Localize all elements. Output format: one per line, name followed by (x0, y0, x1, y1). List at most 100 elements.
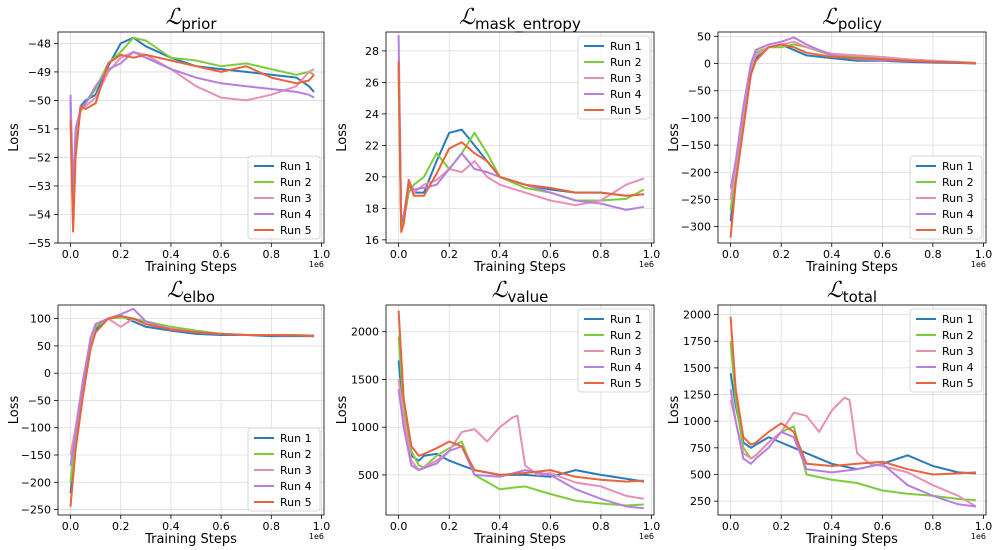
x-axis-label: Training Steps (144, 260, 237, 275)
legend-entry: Run 5 (280, 224, 312, 237)
y-tick-label: −50 (688, 85, 711, 98)
x-tick-label: 0.6 (874, 520, 892, 533)
y-tick-label: 1500 (351, 373, 379, 386)
y-tick-label: 2000 (351, 326, 379, 339)
x-tick-label: 0.4 (491, 248, 509, 261)
series-line-run-4 (397, 388, 645, 510)
axes-frame (57, 304, 325, 516)
y-tick-label: −250 (681, 193, 711, 206)
series-line-run-5 (729, 43, 976, 238)
y-tick-label: 1250 (683, 389, 711, 402)
y-tick-label: 0 (704, 58, 711, 71)
legend-box (909, 308, 983, 393)
legend-entry: Run 4 (280, 480, 312, 493)
legend-box (247, 427, 321, 512)
x-tick-label: 1.0 (643, 520, 661, 533)
x-tick-label: 0.4 (823, 248, 841, 261)
y-tick-label: 22 (365, 139, 379, 152)
chart-panel-5: 0.0 0.2 0.4 0.6 0.8 1.0 500 1000 1500 2000 ℒvalue T… (335, 278, 660, 547)
y-tick-label: −48 (28, 37, 51, 50)
legend: Run 1 Run 2 Run 3 Run 4 Run 5 (577, 308, 651, 393)
legend-entry: Run 4 (610, 88, 642, 101)
legend-entry: Run 5 (942, 377, 974, 390)
chart-title: ℒpolicy (822, 5, 882, 33)
legend-box (577, 35, 651, 120)
y-tick-label: −100 (681, 112, 711, 125)
legend: Run 1 Run 2 Run 3 Run 4 Run 5 (577, 35, 651, 120)
y-tick-label: 2000 (683, 309, 711, 322)
x-axis-label: Training Steps (473, 532, 566, 547)
series-line-run-4 (729, 389, 977, 508)
series-line-run-3 (729, 396, 977, 508)
chart-title: ℒtotal (827, 278, 877, 306)
y-tick-label: −54 (28, 208, 51, 221)
legend-box (909, 155, 983, 240)
title-subscript: policy (838, 15, 882, 33)
title-subscript: elbo (183, 288, 215, 306)
y-tick-label: 250 (690, 495, 711, 508)
legend: Run 1 Run 2 Run 3 Run 4 Run 5 (909, 155, 983, 240)
y-axis-label: Loss (7, 396, 22, 425)
chart-panel-6: 0.0 0.2 0.4 0.6 0.8 1.0 250 500 750 1000 1250 1500 1… (667, 278, 992, 547)
x-tick-label: 0.2 (112, 520, 130, 533)
series-line-run-5 (69, 53, 315, 233)
x-tick-label: 0.8 (592, 248, 610, 261)
y-tick-label: −100 (21, 422, 51, 435)
legend-entry: Run 5 (610, 104, 642, 117)
legend-entry: Run 1 (610, 40, 642, 53)
y-axis-label: Loss (667, 123, 682, 152)
x-offset-text: 1e6 (309, 260, 324, 269)
y-tick-label: 18 (365, 202, 379, 215)
y-tick-label: −150 (681, 139, 711, 152)
legend: Run 1 Run 2 Run 3 Run 4 Run 5 (909, 308, 983, 393)
x-tick-label: 0.2 (112, 248, 130, 261)
x-tick-label: 0.6 (542, 248, 560, 261)
series-line-run-5 (397, 61, 644, 233)
x-tick-label: 0.8 (263, 248, 281, 261)
x-tick-label: 0.0 (722, 520, 740, 533)
x-tick-label: 0.2 (440, 248, 458, 261)
x-offset-text: 1e6 (971, 532, 986, 541)
legend-entry: Run 1 (942, 313, 974, 326)
axes-frame (717, 304, 987, 516)
legend-entry: Run 2 (280, 448, 312, 461)
x-tick-label: 0.4 (162, 248, 180, 261)
series-line-run-5 (729, 316, 976, 476)
y-tick-label: 500 (690, 468, 711, 481)
y-tick-label: −51 (28, 123, 51, 136)
y-tick-label: 50 (37, 340, 51, 353)
axes-frame (57, 31, 325, 244)
x-offset-text: 1e6 (639, 532, 654, 541)
y-tick-label: 16 (365, 234, 379, 247)
y-axis-label: Loss (335, 396, 350, 425)
y-tick-label: 1000 (351, 421, 379, 434)
y-tick-label: −200 (21, 476, 51, 489)
y-tick-label: −52 (28, 151, 51, 164)
x-tick-label: 1.0 (313, 248, 331, 261)
title-symbol: ℒ (459, 5, 476, 30)
x-offset-text: 1e6 (971, 260, 986, 269)
legend: Run 1 Run 2 Run 3 Run 4 Run 5 (247, 427, 321, 512)
y-tick-label: 100 (30, 313, 51, 326)
legend-entry: Run 4 (610, 361, 642, 374)
y-tick-label: 28 (365, 45, 379, 58)
legend-entry: Run 5 (942, 224, 974, 237)
y-tick-label: 1500 (683, 362, 711, 375)
legend-entry: Run 2 (942, 176, 974, 189)
legend-entry: Run 1 (610, 313, 642, 326)
series-line-run-5 (69, 314, 315, 507)
legend-entry: Run 4 (280, 208, 312, 221)
x-axis-label: Training Steps (144, 532, 237, 547)
x-tick-label: 0.0 (62, 520, 80, 533)
title-symbol: ℒ (822, 5, 839, 30)
x-tick-label: 0.2 (772, 520, 790, 533)
title-symbol: ℒ (165, 5, 182, 30)
x-tick-label: 0.4 (162, 520, 180, 533)
title-symbol: ℒ (167, 278, 184, 303)
x-tick-label: 0.2 (772, 248, 790, 261)
legend-entry: Run 2 (610, 56, 642, 69)
chart-title: ℒelbo (167, 278, 215, 306)
legend-entry: Run 3 (610, 345, 642, 358)
legend-entry: Run 5 (280, 496, 312, 509)
y-axis-label: Loss (7, 123, 22, 152)
